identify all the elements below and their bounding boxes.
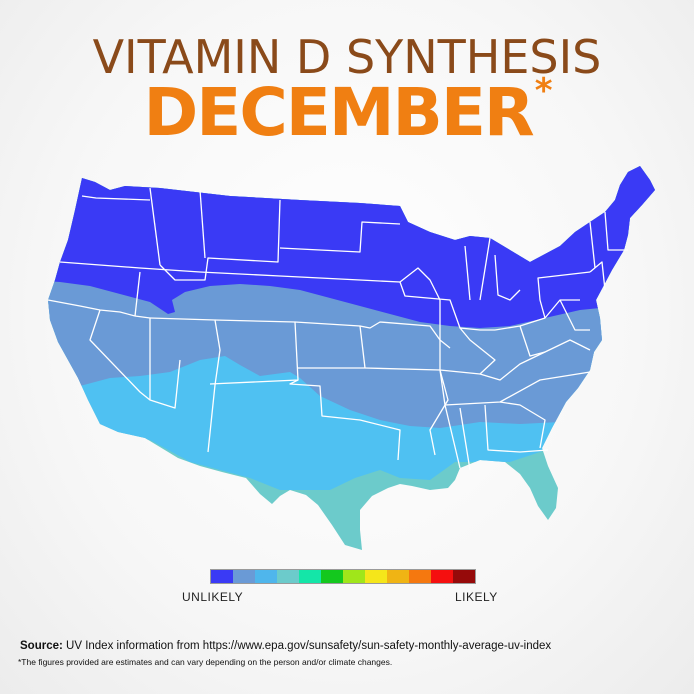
legend-swatch	[233, 570, 255, 583]
legend-swatch	[365, 570, 387, 583]
legend-swatch	[409, 570, 431, 583]
source-label: Source:	[20, 640, 63, 652]
title-line-1: VITAMIN D SYNTHESIS	[92, 30, 602, 84]
legend-color-scale	[210, 569, 476, 584]
title-month: DECEMBER	[143, 74, 534, 151]
legend-high-label: LIKELY	[455, 590, 498, 604]
title-line-2: DECEMBER*	[0, 74, 694, 146]
legend-swatch	[431, 570, 453, 583]
title-asterisk: *	[534, 71, 553, 111]
legend-swatch	[255, 570, 277, 583]
legend-swatch	[387, 570, 409, 583]
source-text: UV Index information from https://www.ep…	[62, 640, 552, 652]
legend-low-label: UNLIKELY	[182, 590, 244, 604]
source-line: Source: UV Index information from https:…	[20, 640, 551, 652]
legend-swatch	[299, 570, 321, 583]
legend-swatch	[343, 570, 365, 583]
legend-swatch	[321, 570, 343, 583]
legend-swatch	[453, 570, 475, 583]
legend-swatch	[277, 570, 299, 583]
state-borders	[47, 187, 628, 471]
legend-swatch	[211, 570, 233, 583]
footnote: *The figures provided are estimates and …	[18, 657, 393, 667]
